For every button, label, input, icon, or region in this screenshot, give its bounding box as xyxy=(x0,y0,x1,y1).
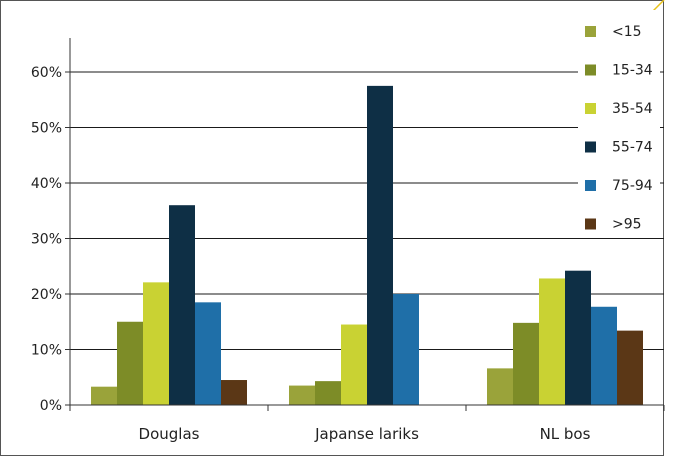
x-axis-category-labels: Douglas Japanse lariks NL bos xyxy=(139,425,591,443)
y-tick-label: 30% xyxy=(31,232,62,248)
legend-swatch xyxy=(585,218,596,230)
axes xyxy=(65,38,665,411)
bar xyxy=(221,380,247,405)
x-category-label: Douglas xyxy=(139,425,200,443)
bar xyxy=(91,386,117,405)
legend-swatch xyxy=(585,141,596,153)
bar xyxy=(393,294,419,405)
legend-swatch xyxy=(585,64,596,76)
bar xyxy=(617,330,643,405)
legend-swatch xyxy=(585,26,596,37)
bars xyxy=(91,85,643,405)
bar xyxy=(487,368,513,405)
y-tick-label: 50% xyxy=(31,121,62,137)
bar xyxy=(513,322,539,405)
x-category-label: Japanse lariks xyxy=(314,425,419,443)
bar xyxy=(169,205,195,405)
y-axis-tick-labels: 0% 10% 20% 30% 40% 50% 60% xyxy=(31,65,62,414)
bar xyxy=(539,278,565,405)
x-category-label: NL bos xyxy=(540,425,591,443)
bar xyxy=(117,321,143,405)
legend-label: 15-34 xyxy=(612,63,653,79)
y-tick-label: 40% xyxy=(31,176,62,192)
y-tick-label: 20% xyxy=(31,287,62,303)
bar xyxy=(591,306,617,405)
bar xyxy=(315,381,341,405)
bar xyxy=(367,85,393,405)
bar xyxy=(341,324,367,405)
bar xyxy=(195,302,221,405)
legend-swatch xyxy=(585,180,596,191)
legend-swatch xyxy=(585,103,596,114)
bar xyxy=(565,270,591,405)
bar xyxy=(289,385,315,405)
y-tick-label: 60% xyxy=(31,65,62,81)
legend-background xyxy=(578,10,660,238)
legend: <15 15-34 35-54 55-74 75-94 >95 xyxy=(578,10,660,238)
y-tick-label: 0% xyxy=(40,398,62,414)
legend-label: 35-54 xyxy=(612,101,653,117)
legend-label: 55-74 xyxy=(612,140,653,156)
legend-label: <15 xyxy=(612,24,642,40)
bar xyxy=(143,282,169,405)
y-tick-label: 10% xyxy=(31,343,62,359)
legend-label: 75-94 xyxy=(612,178,653,194)
legend-label: >95 xyxy=(612,217,642,233)
